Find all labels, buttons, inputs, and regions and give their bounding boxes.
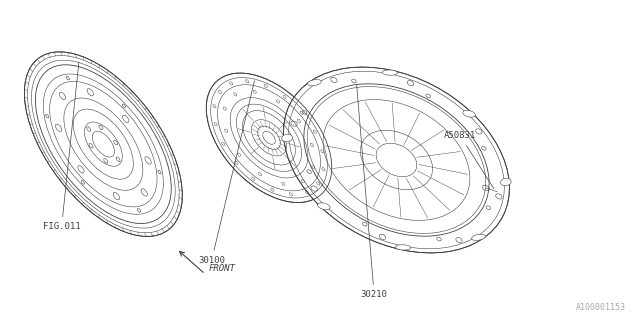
Text: 30210: 30210 <box>356 85 388 299</box>
Ellipse shape <box>206 73 332 203</box>
Text: FIG.011: FIG.011 <box>43 62 81 231</box>
Ellipse shape <box>282 134 292 142</box>
Ellipse shape <box>382 70 397 75</box>
Ellipse shape <box>284 67 509 253</box>
Text: FRONT: FRONT <box>209 264 236 273</box>
Ellipse shape <box>500 178 511 186</box>
Ellipse shape <box>472 234 485 240</box>
Ellipse shape <box>308 80 321 86</box>
Ellipse shape <box>463 110 476 117</box>
Ellipse shape <box>317 203 330 210</box>
Text: A50831: A50831 <box>444 132 494 189</box>
Ellipse shape <box>24 52 182 236</box>
Text: 30100: 30100 <box>198 81 255 265</box>
Ellipse shape <box>396 245 411 250</box>
Text: A100001153: A100001153 <box>576 303 626 312</box>
